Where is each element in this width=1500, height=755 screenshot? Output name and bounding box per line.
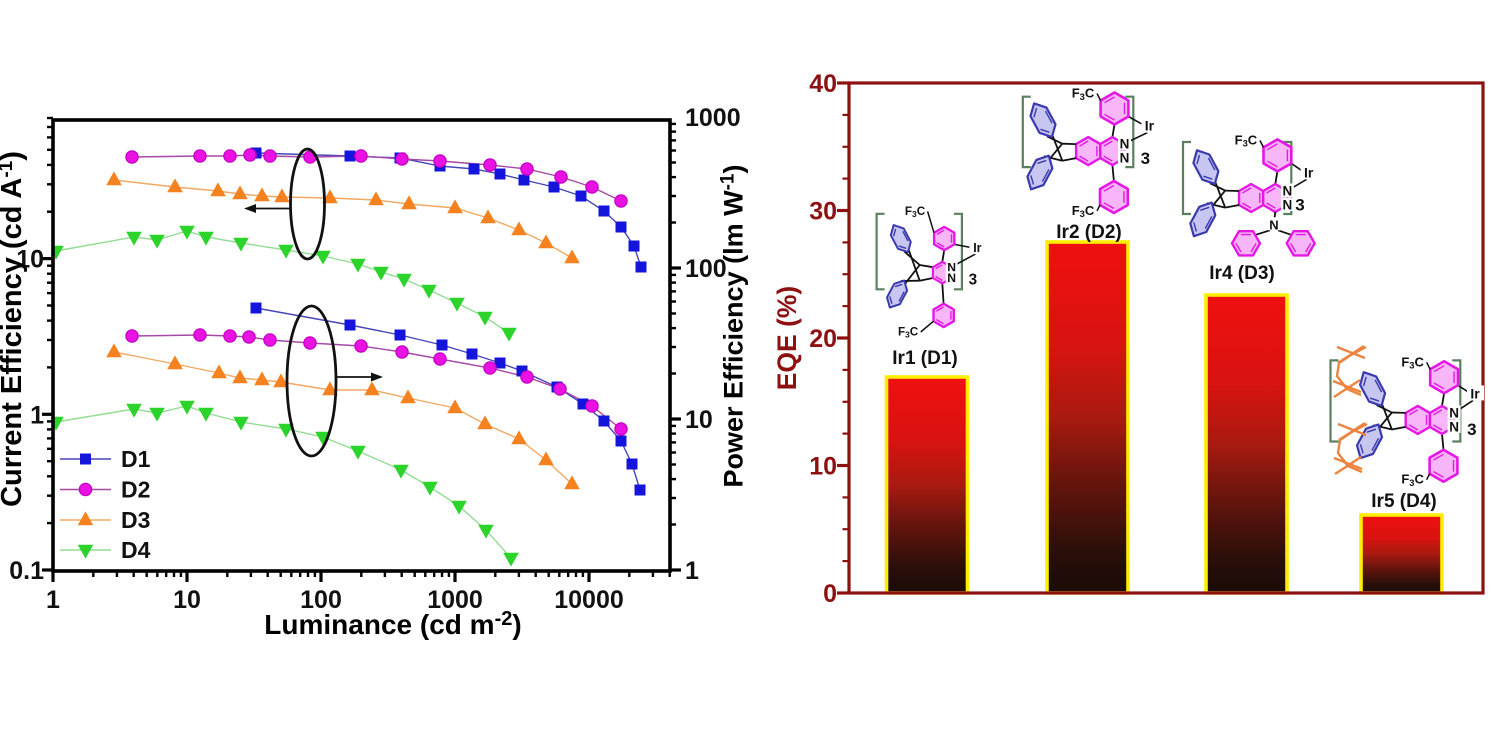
svg-text:N: N [1449, 419, 1459, 434]
svg-text:30: 30 [809, 198, 837, 226]
svg-text:10000: 10000 [554, 586, 624, 614]
svg-text:1000: 1000 [685, 104, 741, 132]
svg-text:10: 10 [685, 406, 713, 434]
svg-text:N: N [1120, 137, 1130, 152]
svg-text:N: N [1283, 198, 1293, 213]
svg-text:D2: D2 [121, 477, 150, 503]
svg-text:Ir2 (D2): Ir2 (D2) [1056, 222, 1121, 243]
svg-text:Ir: Ir [1304, 164, 1314, 180]
svg-text:Ir: Ir [973, 241, 981, 255]
svg-text:Luminance (cd m-2): Luminance (cd m-2) [264, 608, 521, 640]
svg-text:Ir4 (D3): Ir4 (D3) [1209, 263, 1274, 284]
svg-text:Ir: Ir [1145, 118, 1155, 134]
svg-text:10: 10 [173, 586, 201, 614]
svg-text:1: 1 [46, 586, 60, 614]
svg-text:3: 3 [969, 271, 978, 288]
svg-text:Ir1 (D1): Ir1 (D1) [892, 348, 957, 369]
svg-text:Ir5 (D4): Ir5 (D4) [1371, 491, 1436, 512]
svg-text:N: N [1449, 405, 1459, 420]
svg-text:N: N [1120, 151, 1130, 166]
svg-text:3: 3 [1295, 196, 1304, 215]
svg-text:10: 10 [809, 453, 837, 481]
svg-text:EQE (%): EQE (%) [772, 286, 802, 391]
svg-text:1: 1 [30, 401, 44, 429]
svg-text:N: N [1269, 217, 1278, 232]
svg-text:0.1: 0.1 [9, 557, 44, 585]
svg-text:N: N [947, 271, 956, 285]
svg-text:N: N [1283, 184, 1293, 199]
svg-text:Power Efficiency (lm W-1): Power Efficiency (lm W-1) [718, 165, 749, 488]
svg-text:D3: D3 [121, 507, 150, 533]
svg-text:40: 40 [809, 70, 837, 98]
svg-text:0: 0 [823, 580, 837, 608]
svg-text:D1: D1 [121, 446, 151, 472]
svg-text:Current Efficiency (cd A-1): Current Efficiency (cd A-1) [0, 151, 28, 507]
svg-text:3: 3 [1467, 420, 1476, 439]
svg-text:3: 3 [1141, 149, 1150, 168]
svg-text:20: 20 [809, 325, 837, 353]
svg-text:D4: D4 [121, 537, 151, 563]
svg-text:1: 1 [685, 557, 699, 585]
svg-text:Ir: Ir [1470, 385, 1480, 401]
